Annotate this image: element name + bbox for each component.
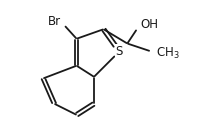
Text: S: S bbox=[116, 45, 123, 58]
Text: OH: OH bbox=[140, 18, 158, 31]
Text: CH$_3$: CH$_3$ bbox=[156, 45, 180, 61]
Text: Br: Br bbox=[48, 15, 61, 28]
